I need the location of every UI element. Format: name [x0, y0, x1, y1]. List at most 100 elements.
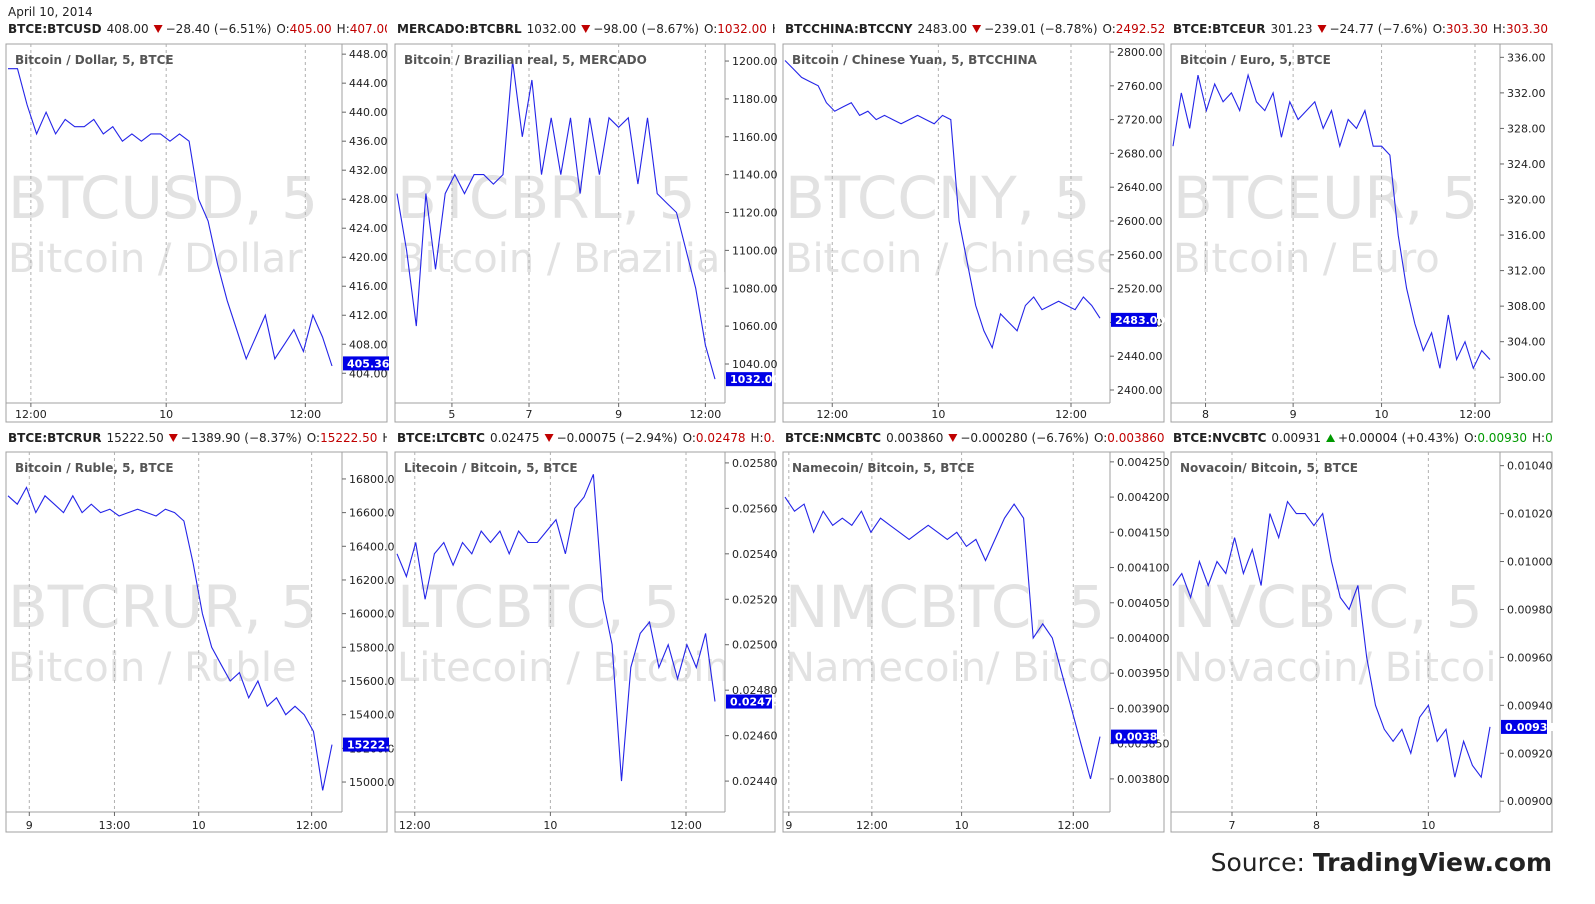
y-tick-label: 2800.00	[1117, 46, 1163, 59]
direction-arrow	[544, 434, 554, 442]
open-value: 405.00	[290, 22, 332, 36]
y-tick-label: 16200.00	[349, 574, 402, 587]
last-price-label: 1032.00	[730, 373, 780, 386]
y-tick-label: 0.02520	[732, 593, 778, 606]
last-price-box	[726, 694, 772, 709]
last-price-label: 0.00931	[1505, 721, 1555, 734]
watermark-symbol: BTCEUR, 5	[1173, 164, 1479, 232]
y-tick-label: 1160.00	[732, 131, 778, 144]
open-value: 303.30	[1446, 22, 1488, 36]
chart-title: Bitcoin / Ruble, 5, BTCE	[15, 461, 174, 475]
panel-frame	[782, 43, 1165, 423]
x-tick-label: 12:00	[1055, 408, 1087, 421]
quote-details: −28.40 (−6.51%) O:405.00 H:407.00 L:40	[166, 22, 423, 36]
y-tick-label: 328.00	[1507, 122, 1546, 135]
y-tick-label: 2560.00	[1117, 249, 1163, 262]
panel-frame	[1170, 451, 1553, 833]
open-label: O:	[704, 22, 717, 36]
high-label: H:	[1532, 431, 1545, 445]
panel-frame	[5, 43, 388, 423]
x-tick-label: 12:00	[690, 408, 722, 421]
y-tick-label: 0.00900	[1507, 795, 1553, 808]
y-tick-label: 2640.00	[1117, 181, 1163, 194]
price-line	[784, 496, 1101, 780]
panel-frame	[782, 451, 1165, 833]
last: 15222.50	[107, 431, 164, 445]
open-label: O:	[276, 22, 289, 36]
open-label: O:	[1103, 22, 1116, 36]
price-line	[8, 68, 333, 367]
y-tick-label: 436.00	[349, 135, 388, 148]
direction-arrow	[1317, 25, 1327, 33]
last: 0.003860	[886, 431, 943, 445]
y-tick-label: 0.01040	[1507, 460, 1553, 473]
direction-arrow	[153, 25, 163, 33]
y-tick-label: 0.02480	[732, 684, 778, 697]
chart-title: Novacoin/ Bitcoin, 5, BTCE	[1180, 461, 1358, 475]
symbol: BTCCHINA:BTCCNY	[785, 22, 913, 36]
x-tick-label: 12:00	[670, 819, 702, 832]
y-tick-label: 16400.00	[349, 540, 402, 553]
open-value: 15222.50	[320, 431, 377, 445]
quote-details: −239.01 (−8.78%) O:2492.52 H:249	[984, 22, 1206, 36]
y-tick-label: 424.00	[349, 222, 388, 235]
last-price-box	[726, 372, 772, 387]
quote-details: −98.00 (−8.67%) O:1032.00 H:103	[593, 22, 808, 36]
quote-details: −0.000280 (−6.76%) O:0.003860 H:0	[960, 431, 1190, 445]
y-tick-label: 1100.00	[732, 244, 778, 257]
quote-main: BTCE:BTCEUR 301.23	[1173, 22, 1312, 36]
y-tick-label: 1140.00	[732, 169, 778, 182]
open-label: O:	[1464, 431, 1477, 445]
x-tick-label: 10	[1375, 408, 1389, 421]
last-price-label: 405.36	[347, 357, 390, 370]
x-tick-label: 5	[448, 408, 455, 421]
chart-title: Bitcoin / Euro, 5, BTCE	[1180, 53, 1331, 67]
watermark-name: Novacoin/ Bitcoin	[1173, 645, 1522, 691]
y-tick-label: 420.00	[349, 251, 388, 264]
x-tick-label: 10	[159, 408, 173, 421]
y-tick-label: 432.00	[349, 164, 388, 177]
x-tick-label: 7	[1228, 819, 1235, 832]
x-tick-label: 8	[1202, 408, 1209, 421]
quote-header: BTCE:NVCBTC 0.00931 +0.00004 (+0.43%) O:0.0…	[1173, 431, 1552, 445]
symbol: BTCE:BTCRUR	[8, 431, 102, 445]
last: 301.23	[1270, 22, 1312, 36]
last-price-box	[1111, 312, 1157, 327]
y-tick-label: 16600.00	[349, 507, 402, 520]
watermark-name: Bitcoin / Ruble	[8, 645, 297, 691]
y-tick-label: 0.004050	[1117, 597, 1170, 610]
y-tick-label: 0.00960	[1507, 651, 1553, 664]
quote-main: BTCE:NMCBTC 0.003860	[785, 431, 943, 445]
price-line	[7, 486, 333, 791]
y-tick-label: 15600.00	[349, 675, 402, 688]
high-label: H:	[337, 22, 350, 36]
chart-title: Bitcoin / Chinese Yuan, 5, BTCCHINA	[792, 53, 1038, 67]
y-tick-label: 0.02540	[732, 548, 778, 561]
high-label: H:	[751, 431, 764, 445]
watermark-symbol: BTCRUR, 5	[8, 573, 317, 641]
quote-header: BTCCHINA:BTCCNY 2483.00 −239.01 (−8.78%) O:…	[785, 22, 1206, 36]
x-tick-label: 10	[955, 819, 969, 832]
x-tick-label: 12:00	[1459, 408, 1491, 421]
watermark-symbol: LTCBTC, 5	[397, 573, 680, 641]
symbol: BTCE:NMCBTC	[785, 431, 881, 445]
quote-header: BTCE:BTCUSD 408.00 −28.40 (−6.51%) O:405.00…	[8, 22, 423, 36]
y-tick-label: 16000.00	[349, 608, 402, 621]
change: −0.00075 (−2.94%)	[557, 431, 678, 445]
x-tick-label: 10	[931, 408, 945, 421]
y-tick-label: 0.02560	[732, 502, 778, 515]
y-tick-label: 1180.00	[732, 93, 778, 106]
last-price-label: 0.02475	[730, 696, 780, 709]
watermark-name: Bitcoin / Dollar	[8, 236, 303, 282]
x-tick-label: 10	[1421, 819, 1435, 832]
source: Source: TradingView.com	[1211, 848, 1552, 877]
watermark-symbol: NMCBTC, 5	[785, 573, 1105, 641]
y-tick-label: 0.004150	[1117, 526, 1170, 539]
x-tick-label: 10	[543, 819, 557, 832]
last-price-box	[1111, 729, 1157, 744]
